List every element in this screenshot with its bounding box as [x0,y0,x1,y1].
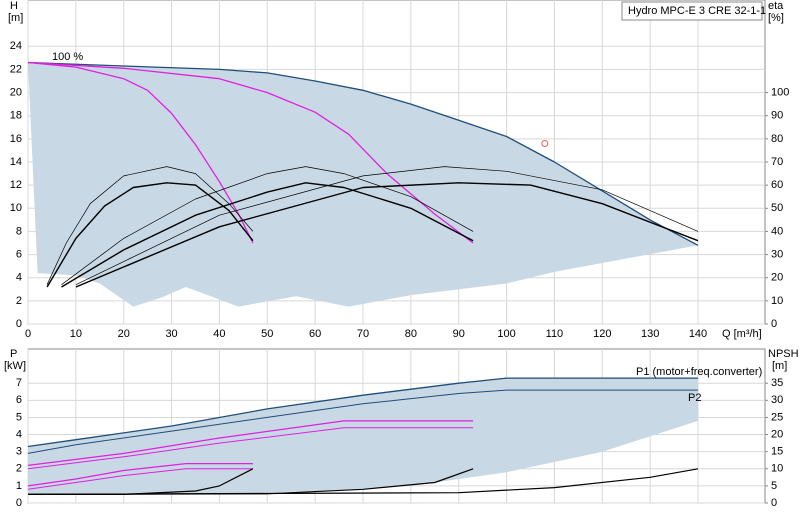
x-tick-label: 40 [213,328,225,340]
plot-layer: 0 10 20 30 40 50 60 70 80 90 100 110 120 130 140024681… [10,0,789,509]
y2-tick-label: 80 [771,133,783,145]
y2-tick-label: 100 [771,86,789,98]
y-tick-label: 5 [16,411,22,423]
x-tick-label: 80 [405,328,417,340]
y-label: H [10,0,18,12]
y2-unit: [%] [768,12,784,24]
y2-tick-label: 30 [771,248,783,260]
y-tick-label: 3 [16,446,22,458]
curve [27,61,474,244]
y2-tick-label: 30 [771,394,783,406]
curve [27,61,699,246]
y2-tick-label: 25 [771,411,783,423]
y2-tick-label: 70 [771,156,783,168]
y2-tick-label: 15 [771,446,783,458]
y-tick-label: 8 [16,225,22,237]
y-tick-label: 20 [10,86,22,98]
y2-tick-label: 10 [771,295,783,307]
y2-label: NPSH [768,348,799,360]
y-unit: [m] [8,12,23,24]
y-label: P [10,348,17,360]
y-tick-label: 4 [16,272,22,284]
curve [61,182,474,288]
curve [27,463,253,487]
x-tick-label: 100 [497,328,515,340]
y2-tick-label: 20 [771,428,783,440]
x-tick-label: 0 [25,328,31,340]
y2-tick-label: 0 [771,318,777,330]
curve [27,468,699,495]
y2-unit: [m] [772,360,787,372]
x-tick-label: 10 [70,328,82,340]
y-tick-label: 14 [10,156,22,168]
x-label: Q [m³/h] [722,328,762,340]
y2-tick-label: 20 [771,272,783,284]
y-tick-label: 2 [16,295,22,307]
curve [27,468,253,490]
curve [61,166,474,285]
x-tick-label: 20 [118,328,130,340]
y-tick-label: 2 [16,463,22,475]
y2-tick-label: 0 [771,497,777,509]
x-tick-label: 90 [453,328,465,340]
y2-tick-label: 60 [771,179,783,191]
y2-tick-label: 5 [771,480,777,492]
y-tick-label: 0 [16,497,22,509]
y2-tick-label: 35 [771,377,783,389]
curve [27,377,698,448]
y-tick-label: 1 [16,480,22,492]
x-tick-label: 60 [309,328,321,340]
curve [75,166,699,286]
x-tick-label: 30 [165,328,177,340]
y2-tick-label: 10 [771,463,783,475]
operating-range [28,378,698,495]
chart-title: Hydro MPC-E 3 CRE 32-1-1 [628,5,766,17]
y-tick-label: 22 [10,63,22,75]
y-tick-label: 10 [10,202,22,214]
y2-tick-label: 40 [771,225,783,237]
curve [27,389,698,454]
y2-label: eta [768,0,784,12]
x-tick-label: 50 [261,328,273,340]
curve [27,420,474,466]
curve [27,427,474,470]
y-unit: [kW] [4,360,26,372]
y2-tick-label: 90 [771,110,783,122]
marker [541,139,549,147]
curve [75,182,699,288]
y2-tick-label: 50 [771,202,783,214]
x-tick-label: 140 [689,328,707,340]
y-tick-label: 24 [10,40,22,52]
y-tick-label: 6 [16,248,22,260]
annotation: 100 % [52,51,83,63]
curve [46,166,254,285]
y-tick-label: 18 [10,110,22,122]
x-tick-label: 120 [593,328,611,340]
y-tick-label: 16 [10,133,22,145]
x-tick-label: 70 [357,328,369,340]
operating-range [28,62,698,307]
x-tick-label: 130 [641,328,659,340]
y-tick-label: 0 [16,318,22,330]
title-box [621,1,763,21]
annotation: P2 [688,392,701,404]
y-tick-label: 6 [16,394,22,406]
y-tick-label: 7 [16,377,22,389]
annotation: P1 (motor+freq.converter) [636,366,762,378]
y-tick-label: 12 [10,179,22,191]
y-tick-label: 4 [16,428,22,440]
x-tick-label: 110 [546,328,564,340]
